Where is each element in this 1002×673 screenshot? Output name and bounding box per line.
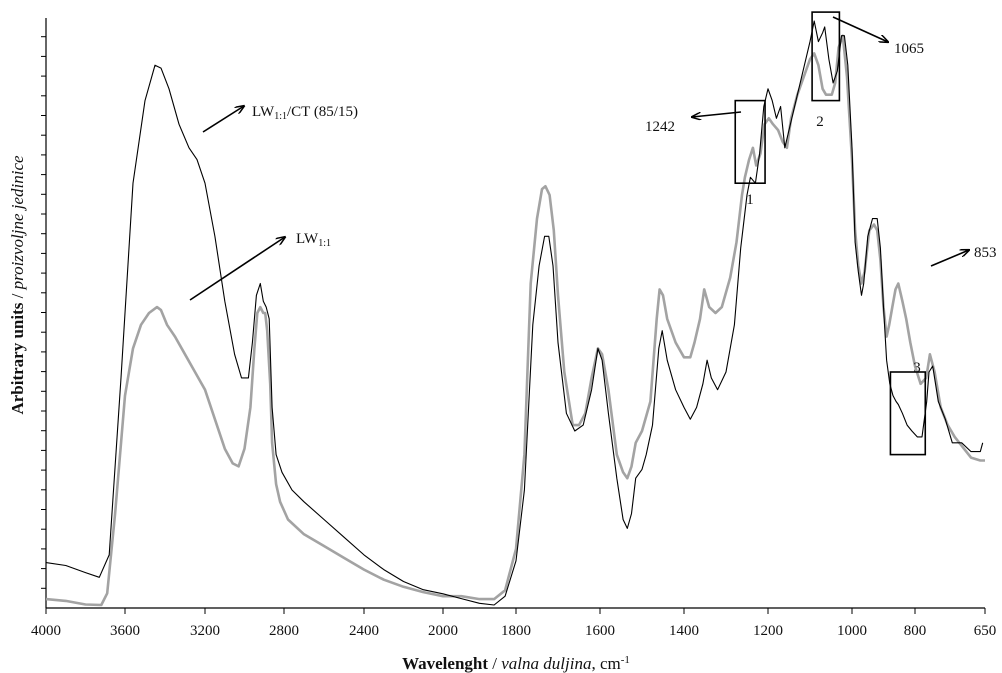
x-tick-label: 1800	[501, 623, 531, 639]
x-tick-label: 2800	[269, 623, 299, 639]
y-axis-title-bold: Arbitrary units	[8, 302, 27, 414]
series-label-arrow	[202, 106, 244, 133]
x-tick-label: 2400	[349, 623, 379, 639]
x-axis-title-sep: /	[488, 654, 501, 673]
y-axis-title-italic: proizvoljne jedinice	[8, 155, 27, 290]
x-tick-label: 1200	[753, 623, 783, 639]
x-axis-title-unit-sup: -1	[621, 654, 630, 666]
axes	[45, 18, 985, 609]
x-tick-label: 1400	[669, 623, 699, 639]
x-tick-label: 4000	[31, 623, 61, 639]
peak-label-1065: 1065	[894, 41, 924, 57]
highlight-box-label: 1	[746, 192, 754, 208]
x-tick-label: 800	[904, 623, 927, 639]
peak-arrow-1065	[832, 16, 888, 42]
series-layer	[45, 20, 985, 607]
peak-arrow-853	[930, 250, 969, 267]
x-axis-title-bold: Wavelenght	[402, 654, 488, 673]
x-axis-title-italic: valna duljina	[501, 654, 591, 673]
x-ticks: 4000 3600 3200 2800 2400 2000 1800 1600 1400 1200…	[31, 608, 996, 639]
series-label-lw-ct: LW1:1/CT (85/15)	[252, 104, 358, 122]
y-ticks	[41, 36, 46, 589]
highlight-box-2	[811, 11, 841, 102]
peak-label-853: 853	[974, 245, 997, 261]
x-tick-label: 1000	[837, 623, 867, 639]
highlight-box-label: 2	[816, 114, 824, 130]
peak-arrow-1242	[692, 111, 742, 117]
highlight-box-3	[889, 371, 927, 456]
x-tick-label: 2000	[428, 623, 458, 639]
series-line-lw	[45, 34, 985, 607]
x-axis-title-unit: , cm	[591, 654, 620, 673]
series-label-lw: LW1:1	[296, 231, 331, 249]
x-axis-title: Wavelenght / valna duljina, cm-1	[402, 654, 630, 673]
highlight-box-1	[734, 99, 766, 184]
peak-label-1242: 1242	[645, 119, 675, 135]
x-tick-label: 3600	[110, 623, 140, 639]
y-axis-title-sep: /	[8, 289, 27, 302]
y-axis-title: Arbitrary units / proizvoljne jedinice	[8, 155, 27, 415]
x-tick-label: 1600	[585, 623, 615, 639]
highlight-box-label: 3	[913, 360, 921, 376]
x-tick-label: 3200	[190, 623, 220, 639]
x-tick-label: 650	[974, 623, 997, 639]
annotations: LW1:1/CT (85/15) LW1:1 1 2 3 1242 1065 853	[189, 11, 997, 456]
series-line-lw-ct	[45, 20, 984, 606]
series-label-arrow	[189, 237, 285, 301]
